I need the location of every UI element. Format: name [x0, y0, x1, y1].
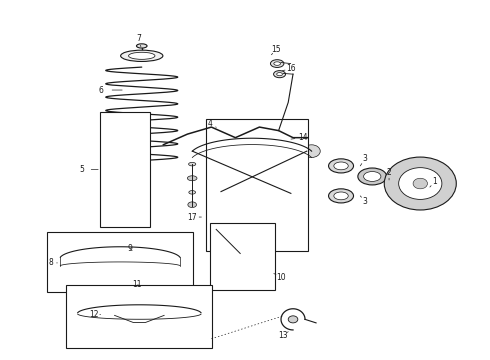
Ellipse shape [122, 117, 127, 119]
Ellipse shape [189, 162, 196, 166]
Ellipse shape [187, 176, 197, 181]
Ellipse shape [273, 71, 286, 78]
Circle shape [288, 316, 298, 323]
Ellipse shape [121, 50, 163, 62]
Circle shape [110, 329, 131, 345]
Ellipse shape [137, 44, 147, 48]
Circle shape [244, 194, 280, 221]
Circle shape [115, 257, 125, 264]
Text: 16: 16 [286, 64, 295, 73]
FancyBboxPatch shape [66, 285, 212, 348]
Ellipse shape [120, 122, 130, 125]
Text: 3: 3 [363, 154, 368, 163]
Ellipse shape [242, 275, 249, 279]
Bar [121, 147, 129, 171]
Circle shape [118, 215, 132, 226]
FancyBboxPatch shape [47, 232, 193, 292]
Text: 9: 9 [127, 244, 132, 253]
Text: 4: 4 [208, 119, 213, 128]
Ellipse shape [277, 73, 282, 76]
Ellipse shape [329, 189, 353, 203]
Ellipse shape [122, 127, 127, 129]
Ellipse shape [364, 171, 381, 181]
Ellipse shape [243, 264, 249, 267]
Text: 1: 1 [432, 177, 437, 186]
Circle shape [384, 157, 456, 210]
Ellipse shape [329, 159, 353, 173]
Ellipse shape [122, 123, 127, 125]
Circle shape [56, 256, 69, 266]
Bar [114, 171, 136, 178]
Circle shape [187, 303, 211, 321]
Text: 2: 2 [387, 168, 392, 177]
Ellipse shape [120, 127, 130, 130]
Circle shape [68, 302, 95, 322]
FancyArrow shape [111, 171, 139, 205]
Text: 7: 7 [136, 34, 141, 43]
Ellipse shape [242, 252, 250, 257]
Ellipse shape [128, 52, 155, 59]
Circle shape [303, 145, 320, 158]
Text: 11: 11 [132, 280, 142, 289]
Circle shape [229, 184, 294, 231]
FancyBboxPatch shape [210, 224, 275, 290]
Text: 5: 5 [79, 165, 84, 174]
Circle shape [50, 252, 75, 270]
Text: 3: 3 [363, 197, 368, 206]
Ellipse shape [274, 62, 281, 66]
Text: 10: 10 [276, 273, 286, 282]
Ellipse shape [242, 242, 249, 245]
Text: 12: 12 [89, 310, 98, 319]
Ellipse shape [334, 162, 348, 170]
FancyBboxPatch shape [100, 112, 150, 226]
Ellipse shape [334, 192, 348, 200]
FancyBboxPatch shape [206, 119, 308, 251]
Ellipse shape [120, 117, 130, 120]
Ellipse shape [270, 60, 284, 67]
Ellipse shape [189, 190, 196, 194]
Circle shape [193, 307, 206, 317]
Text: 6: 6 [98, 86, 103, 95]
Circle shape [399, 168, 442, 199]
Ellipse shape [241, 230, 251, 233]
Circle shape [171, 256, 185, 266]
Text: 8: 8 [48, 258, 53, 267]
Ellipse shape [358, 168, 387, 185]
Circle shape [148, 329, 169, 345]
Text: 17: 17 [187, 212, 197, 221]
Circle shape [165, 252, 190, 270]
Circle shape [413, 178, 427, 189]
Ellipse shape [188, 202, 196, 207]
Text: 14: 14 [298, 133, 307, 142]
Text: 13: 13 [279, 331, 288, 340]
Circle shape [74, 306, 89, 318]
Text: 15: 15 [271, 45, 281, 54]
